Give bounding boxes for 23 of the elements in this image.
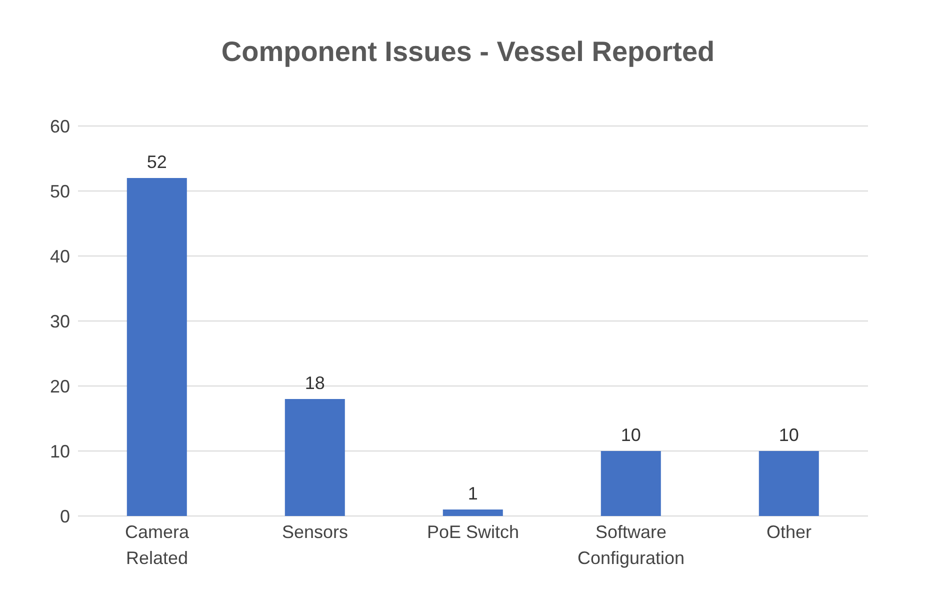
x-tick-label: Camera Related	[124, 522, 190, 568]
data-label: 1	[468, 484, 478, 504]
y-tick-label: 60	[50, 116, 70, 136]
x-tick-label: Sensors	[282, 522, 348, 542]
x-tick-label: PoE Switch	[426, 522, 520, 542]
y-tick-label: 30	[50, 311, 70, 332]
y-tick-label: 10	[50, 441, 70, 462]
y-tick-label: 50	[50, 181, 70, 202]
data-label: 10	[620, 425, 641, 445]
bar	[442, 510, 503, 516]
bar	[758, 451, 819, 516]
chart-title: Component Issues - Vessel Reported	[220, 35, 716, 69]
y-tick-label: 0	[60, 506, 70, 526]
y-tick-label: 40	[50, 246, 70, 266]
data-label: 10	[778, 425, 799, 445]
data-label: 18	[304, 373, 325, 393]
data-label: 52	[146, 152, 167, 172]
bar	[600, 451, 661, 516]
bar	[284, 399, 345, 516]
x-tick-label: Software Configuration	[577, 522, 685, 568]
x-tick-label: Other	[766, 522, 812, 542]
bar	[126, 178, 187, 516]
y-tick-label: 20	[50, 376, 70, 396]
